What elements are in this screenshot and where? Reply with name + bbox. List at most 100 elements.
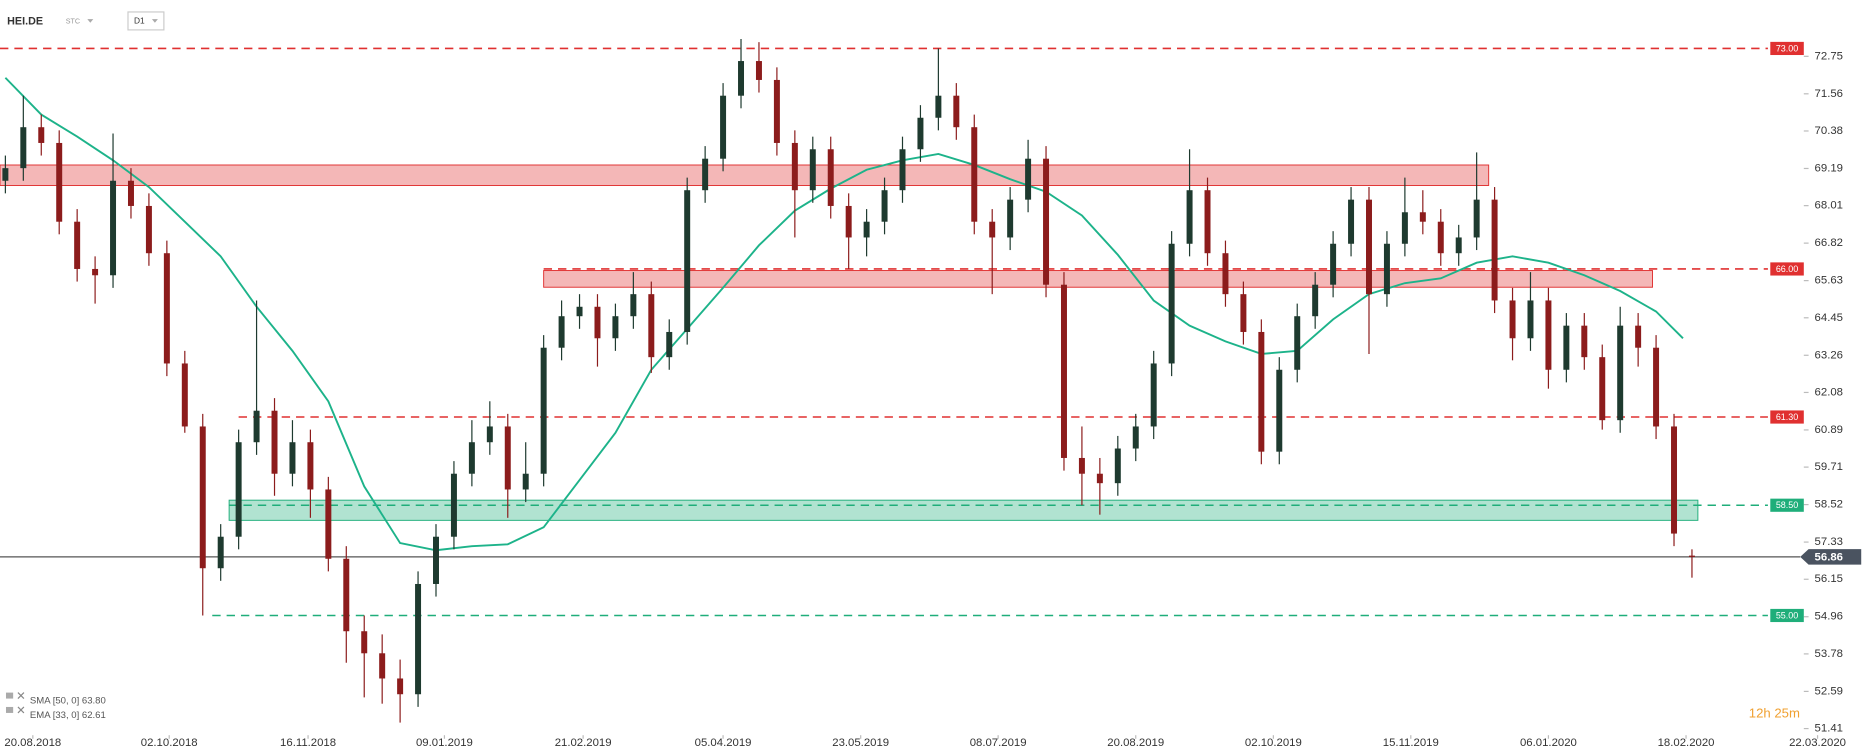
x-tick-label: 18.02.2020: [1658, 737, 1715, 749]
candle-body: [630, 294, 637, 317]
candle-body: [1078, 457, 1085, 474]
candle-body: [1132, 426, 1139, 449]
candle-body: [935, 95, 942, 118]
candle-body: [1168, 243, 1175, 364]
candle-body: [1455, 237, 1462, 254]
candle-body: [989, 221, 996, 238]
last-price-box: [1800, 549, 1862, 565]
candle-body: [1276, 369, 1283, 452]
candle-body: [253, 410, 260, 443]
interval-box[interactable]: [127, 11, 165, 31]
candle-body: [755, 61, 762, 80]
level-label: 66.00: [1776, 264, 1798, 274]
candle-body: [1653, 347, 1660, 427]
y-tick-label: 60.89: [1815, 424, 1843, 436]
y-tick-label: 71.56: [1815, 88, 1843, 100]
candle-body: [145, 205, 152, 254]
indicator-close[interactable]: [17, 692, 25, 700]
chart-style[interactable]: STC: [66, 17, 80, 25]
candle-body: [1150, 363, 1157, 427]
candle-body: [1437, 221, 1444, 254]
candle-body: [971, 127, 978, 222]
candle-body: [1599, 357, 1606, 421]
level-label-box: [1770, 262, 1804, 276]
indicator-icon[interactable]: [5, 706, 14, 713]
candle-body: [181, 363, 188, 427]
zone: [543, 270, 1653, 288]
candle-body: [468, 442, 475, 474]
y-tick-label: 56.15: [1815, 573, 1843, 585]
sma-line: [4, 77, 1684, 552]
indicator-close[interactable]: [17, 706, 25, 714]
candle-body: [1617, 325, 1624, 421]
candle-body: [450, 473, 457, 537]
candle-body: [1348, 199, 1355, 244]
candle-body: [1401, 212, 1408, 244]
candle-body: [1545, 300, 1552, 370]
x-tick-label: 05.04.2019: [695, 737, 752, 749]
indicator-icon[interactable]: [5, 692, 14, 699]
y-tick-label: 70.38: [1815, 125, 1843, 137]
candle-body: [217, 536, 224, 569]
candle-body: [361, 631, 368, 654]
dropdown-arrow: [87, 19, 94, 23]
candle-body: [343, 558, 350, 632]
y-tick-label: 51.41: [1815, 723, 1843, 735]
level-label-box: [1770, 410, 1804, 424]
candle-body: [1060, 284, 1067, 458]
level-label: 73.00: [1776, 43, 1798, 53]
candle-body: [1671, 426, 1678, 534]
candle-body: [1025, 158, 1032, 200]
interval: D1: [134, 16, 145, 26]
candle-body: [863, 221, 870, 238]
candle-body: [1043, 158, 1050, 285]
last-price-label: 56.86: [1815, 551, 1843, 563]
y-tick-label: 62.08: [1815, 386, 1843, 398]
candle-body: [415, 583, 422, 695]
candle-body: [235, 442, 242, 537]
level-label: 61.30: [1776, 412, 1798, 422]
candle-body: [738, 61, 745, 96]
candle-body: [1383, 243, 1390, 295]
candle-body: [325, 489, 332, 559]
candle-body: [379, 653, 386, 679]
candle-body: [1473, 199, 1480, 238]
candle-body: [92, 268, 99, 276]
candle-body: [56, 142, 63, 222]
candle-body: [1491, 199, 1498, 301]
candle-body: [163, 253, 170, 364]
candle-body: [289, 442, 296, 474]
candle-body: [20, 127, 27, 169]
candle-body: [1330, 243, 1337, 285]
candle-body: [1563, 325, 1570, 370]
candle-body: [2, 168, 9, 181]
candle-body: [38, 127, 45, 143]
candle-body: [127, 180, 134, 206]
level-label: 58.50: [1776, 500, 1798, 510]
candle-body: [881, 190, 888, 222]
candle-body: [612, 316, 619, 339]
candle-body: [720, 95, 727, 159]
level-label-box: [1770, 608, 1804, 623]
y-tick-label: 72.75: [1815, 50, 1843, 62]
candle-body: [1096, 473, 1103, 484]
x-tick-label: 21.02.2019: [555, 737, 612, 749]
candle-body: [845, 205, 852, 238]
x-tick-label: 20.08.2019: [1107, 737, 1164, 749]
candle-body: [827, 149, 834, 206]
candle-body: [809, 149, 816, 191]
candle-body: [110, 180, 117, 276]
level-label-box: [1770, 41, 1804, 56]
candle-body: [397, 678, 404, 695]
x-tick-label: 08.07.2019: [970, 737, 1027, 749]
candle-body: [648, 294, 655, 358]
legend-sma: SMA [50, 0] 63.80: [30, 696, 106, 707]
y-tick-label: 57.33: [1815, 536, 1843, 548]
x-tick-label: 22.03.2020: [1789, 737, 1846, 749]
y-tick-label: 65.63: [1815, 275, 1843, 287]
candle-body: [1581, 325, 1588, 358]
x-tick-label: 16.11.2018: [280, 737, 336, 749]
y-tick-label: 68.01: [1815, 200, 1843, 212]
zone: [228, 499, 1699, 521]
